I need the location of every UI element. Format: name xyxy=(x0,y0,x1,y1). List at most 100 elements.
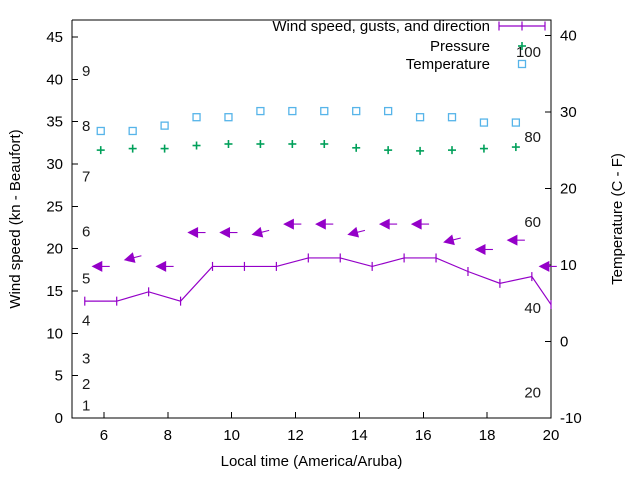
bottom-tick-label: 16 xyxy=(415,427,432,444)
arrow-head-icon xyxy=(155,260,167,272)
gust-direction-arrow xyxy=(187,227,206,239)
temperature-point xyxy=(256,106,265,116)
temperature-point xyxy=(383,106,393,116)
gust-direction-arrow xyxy=(123,252,142,263)
beaufort-label: 4 xyxy=(82,313,90,330)
right-axis-title: Temperature (C - F) xyxy=(609,153,626,285)
beaufort-label: 3 xyxy=(82,351,90,368)
temperature-point xyxy=(96,126,105,136)
arrow-head-icon xyxy=(91,260,103,272)
pressure-point xyxy=(128,144,137,153)
arrow-head-icon xyxy=(474,243,486,255)
legend-square-icon xyxy=(517,59,527,69)
left-tick-label: 25 xyxy=(46,198,63,215)
arrow-head-icon xyxy=(347,226,360,238)
legend-label: Temperature xyxy=(406,56,490,73)
arrow-head-icon xyxy=(315,218,326,230)
pressure-point xyxy=(96,146,105,155)
gust-direction-arrows xyxy=(91,218,557,272)
pressure-point xyxy=(256,139,265,148)
beaufort-label: 9 xyxy=(82,63,90,80)
bottom-tick-label: 10 xyxy=(223,427,240,444)
gust-direction-arrow xyxy=(443,234,461,246)
fahrenheit-label: 80 xyxy=(524,129,541,146)
gust-direction-arrow xyxy=(506,234,525,246)
bottom-axis-ticks: 6 8 10 12 14 16 18 20 xyxy=(100,412,559,444)
left-tick-label: 20 xyxy=(46,241,63,258)
legend-label: Pressure xyxy=(430,38,490,55)
gust-direction-arrow xyxy=(219,227,238,239)
gust-direction-arrow xyxy=(283,218,302,230)
temperature-point xyxy=(288,106,297,116)
temperature-point xyxy=(479,118,489,127)
beaufort-scale-labels: 1 2 3 4 5 6 7 8 9 xyxy=(82,63,90,414)
left-tick-label: 35 xyxy=(46,114,63,131)
left-tick-label: 15 xyxy=(46,283,63,300)
bottom-tick-label: 18 xyxy=(479,427,496,444)
beaufort-label: 5 xyxy=(82,270,90,287)
arrow-head-icon xyxy=(506,234,518,246)
temperature-point xyxy=(352,106,361,116)
temperature-point xyxy=(128,126,137,136)
arrow-head-icon xyxy=(219,227,231,239)
pressure-series xyxy=(96,139,520,155)
gust-direction-arrow xyxy=(251,226,270,238)
pressure-point xyxy=(320,139,329,148)
bottom-tick-label: 12 xyxy=(287,427,304,444)
pressure-point xyxy=(448,146,457,155)
left-axis-title: Wind speed (kn - Beaufort) xyxy=(7,129,24,308)
wind-speed-series xyxy=(84,253,552,310)
arrow-head-icon xyxy=(410,218,422,230)
wind-speed-line xyxy=(84,257,552,305)
right-tick-label: 30 xyxy=(560,104,577,121)
right-tick-label: 20 xyxy=(560,180,577,197)
bottom-tick-label: 8 xyxy=(164,427,172,444)
pressure-point xyxy=(192,141,201,150)
left-axis-ticks: 0 5 10 15 20 25 30 35 40 45 xyxy=(46,29,78,427)
beaufort-label: 6 xyxy=(82,224,90,241)
pressure-point xyxy=(160,144,169,153)
left-tick-label: 30 xyxy=(46,156,63,173)
arrow-head-icon xyxy=(378,218,390,230)
arrow-head-icon xyxy=(187,227,199,239)
right-tick-label: 40 xyxy=(560,27,577,44)
beaufort-label: 1 xyxy=(82,397,90,414)
left-tick-label: 45 xyxy=(46,29,63,46)
chart-legend: Wind speed, gusts, and direction Pressure… xyxy=(272,18,546,73)
temperature-point xyxy=(511,118,521,127)
pressure-point xyxy=(352,143,361,152)
beaufort-label: 7 xyxy=(82,169,90,186)
right-axis-ticks: -10 0 10 20 30 40 xyxy=(545,27,582,427)
temperature-point xyxy=(192,113,201,122)
beaufort-label: 2 xyxy=(82,376,90,393)
temperature-point xyxy=(160,121,169,130)
right-tick-label: 10 xyxy=(560,257,577,274)
temperature-point xyxy=(320,106,329,116)
arrow-head-icon xyxy=(123,252,136,263)
temperature-series xyxy=(96,106,521,136)
right-tick-label: 0 xyxy=(560,333,568,350)
left-tick-label: 0 xyxy=(55,410,63,427)
fahrenheit-label: 60 xyxy=(524,214,541,231)
pressure-point xyxy=(384,146,393,155)
gust-direction-arrow xyxy=(410,218,430,230)
pressure-point xyxy=(416,146,425,155)
left-tick-label: 5 xyxy=(55,368,63,385)
temperature-point xyxy=(224,113,233,122)
gust-direction-arrow xyxy=(315,218,334,230)
arrow-head-icon xyxy=(443,234,455,246)
bottom-tick-label: 14 xyxy=(351,427,368,444)
arrow-head-icon xyxy=(538,260,550,272)
pressure-point xyxy=(224,139,233,148)
left-tick-label: 10 xyxy=(46,325,63,342)
beaufort-label: 8 xyxy=(82,118,90,135)
bottom-axis-title: Local time (America/Aruba) xyxy=(221,453,403,470)
pressure-point xyxy=(511,143,520,152)
gust-direction-arrow xyxy=(378,218,398,230)
pressure-point xyxy=(288,139,297,148)
right-tick-label: -10 xyxy=(560,410,582,427)
